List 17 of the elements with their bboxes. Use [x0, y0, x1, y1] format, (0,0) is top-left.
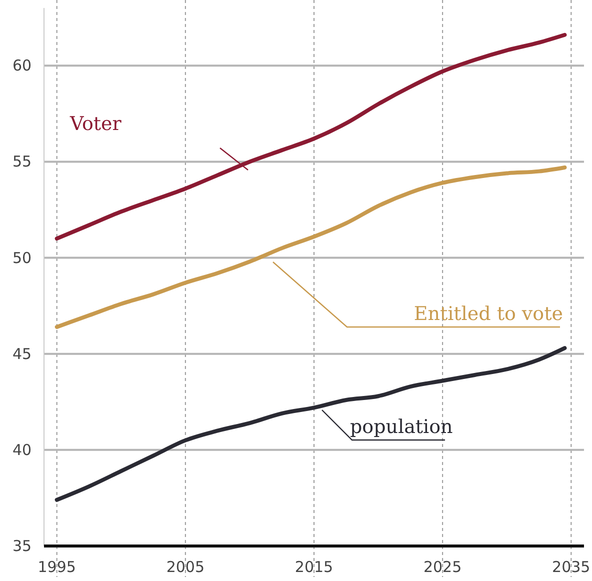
x-tick-label: 2015	[294, 558, 334, 576]
y-tick-label: 40	[12, 440, 32, 459]
y-tick-label: 60	[12, 56, 32, 75]
text: Voter	[69, 113, 122, 135]
line-series	[54, 346, 567, 502]
series-label: population	[350, 416, 453, 438]
x-tick-label: 2005	[166, 558, 205, 576]
y-tick-label: 45	[12, 344, 32, 363]
line-series	[54, 165, 567, 329]
y-tick-label: 55	[12, 152, 32, 171]
x-tick-label: 2035	[552, 558, 590, 576]
line-series	[54, 32, 567, 241]
y-tick-label: 35	[12, 537, 32, 555]
x-tick-label: 2025	[423, 558, 462, 576]
y-tick-label: 50	[12, 248, 32, 267]
x-tick-label: 1995	[38, 558, 76, 576]
text: Entitled to vote	[414, 303, 563, 325]
